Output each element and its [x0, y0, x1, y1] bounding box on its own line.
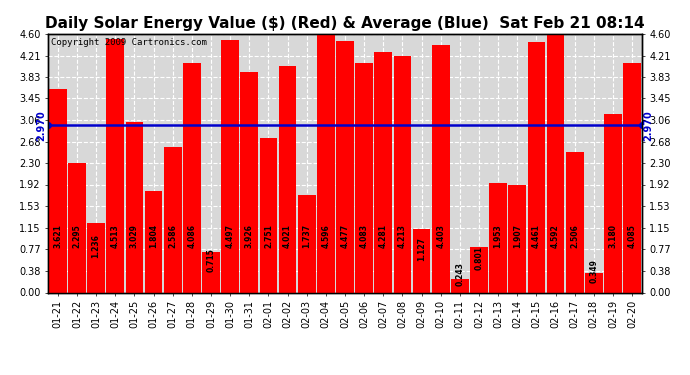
- Text: 3.180: 3.180: [609, 224, 618, 248]
- Text: 1.236: 1.236: [92, 234, 101, 258]
- Bar: [355, 63, 373, 292]
- Text: 4.083: 4.083: [359, 224, 368, 248]
- Text: 4.497: 4.497: [226, 224, 235, 248]
- Bar: [336, 40, 354, 292]
- Text: 2.970: 2.970: [644, 110, 653, 141]
- Bar: [528, 42, 545, 292]
- Bar: [413, 229, 431, 292]
- Text: 4.461: 4.461: [532, 224, 541, 248]
- Bar: [509, 185, 526, 292]
- Text: 0.243: 0.243: [455, 262, 464, 286]
- Bar: [259, 138, 277, 292]
- Bar: [566, 152, 584, 292]
- Bar: [546, 34, 564, 292]
- Text: 4.021: 4.021: [283, 224, 292, 248]
- Bar: [202, 252, 220, 292]
- Text: 2.970: 2.970: [37, 110, 46, 141]
- Text: Copyright 2009 Cartronics.com: Copyright 2009 Cartronics.com: [51, 38, 207, 46]
- Text: 4.281: 4.281: [379, 224, 388, 248]
- Text: 4.086: 4.086: [188, 224, 197, 248]
- Text: 4.213: 4.213: [398, 224, 407, 248]
- Text: 1.804: 1.804: [149, 224, 158, 248]
- Text: 2.586: 2.586: [168, 224, 177, 248]
- Text: 4.085: 4.085: [628, 224, 637, 248]
- Bar: [298, 195, 315, 292]
- Bar: [604, 114, 622, 292]
- Bar: [106, 39, 124, 292]
- Bar: [470, 248, 488, 292]
- Text: 2.506: 2.506: [570, 224, 579, 248]
- Bar: [489, 183, 507, 292]
- Text: 1.737: 1.737: [302, 224, 311, 248]
- Bar: [241, 72, 258, 292]
- Bar: [145, 191, 162, 292]
- Text: 2.751: 2.751: [264, 224, 273, 248]
- Text: 4.592: 4.592: [551, 224, 560, 248]
- Text: 4.596: 4.596: [322, 224, 331, 248]
- Bar: [585, 273, 602, 292]
- Text: 1.953: 1.953: [493, 224, 502, 248]
- Text: 0.349: 0.349: [589, 259, 598, 283]
- Text: 4.403: 4.403: [436, 224, 445, 248]
- Bar: [451, 279, 469, 292]
- Text: 4.477: 4.477: [340, 224, 350, 248]
- Text: 3.926: 3.926: [245, 224, 254, 248]
- Bar: [221, 39, 239, 292]
- Bar: [279, 66, 297, 292]
- Title: Daily Solar Energy Value ($) (Red) & Average (Blue)  Sat Feb 21 08:14: Daily Solar Energy Value ($) (Red) & Ave…: [45, 16, 645, 31]
- Text: 0.715: 0.715: [206, 249, 215, 272]
- Bar: [623, 63, 641, 292]
- Text: 3.621: 3.621: [53, 224, 62, 248]
- Text: 1.127: 1.127: [417, 237, 426, 261]
- Bar: [375, 52, 392, 292]
- Bar: [183, 63, 201, 292]
- Bar: [317, 34, 335, 292]
- Bar: [126, 122, 144, 292]
- Text: 0.801: 0.801: [475, 246, 484, 270]
- Bar: [88, 223, 105, 292]
- Bar: [49, 89, 67, 292]
- Bar: [68, 164, 86, 292]
- Bar: [393, 56, 411, 292]
- Text: 2.295: 2.295: [72, 224, 81, 248]
- Text: 1.907: 1.907: [513, 224, 522, 248]
- Bar: [432, 45, 449, 292]
- Text: 4.513: 4.513: [111, 224, 120, 248]
- Bar: [164, 147, 181, 292]
- Text: 3.029: 3.029: [130, 224, 139, 248]
